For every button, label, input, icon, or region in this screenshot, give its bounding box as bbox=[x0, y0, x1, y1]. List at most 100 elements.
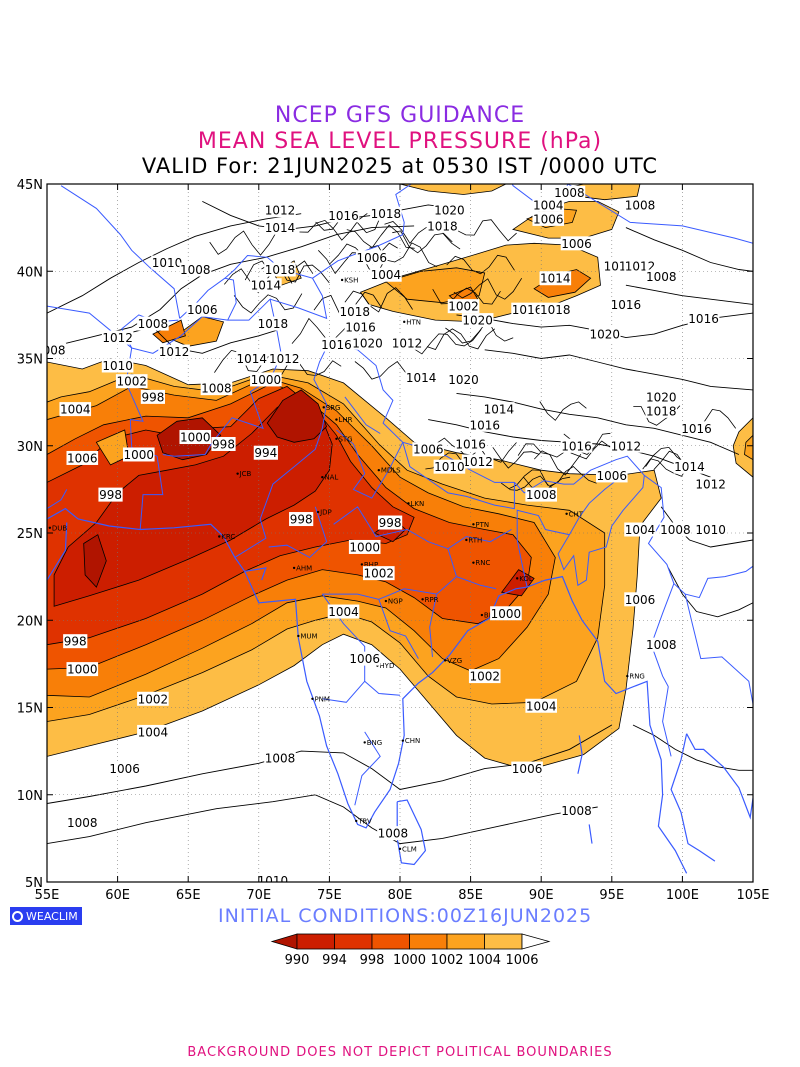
contour-label: 1006 bbox=[533, 212, 564, 226]
contour-label: 1008 bbox=[526, 488, 557, 502]
city-label: STG bbox=[338, 435, 352, 443]
contour-label: 1012 bbox=[159, 345, 190, 359]
isobar-line bbox=[346, 224, 415, 249]
chart-subtitle: MEAN SEA LEVEL PRESSURE (hPa) bbox=[197, 129, 603, 154]
contour-label: 1010 bbox=[152, 256, 183, 270]
boundary-line bbox=[684, 593, 753, 705]
city-dot bbox=[401, 739, 405, 742]
isobar-line bbox=[625, 284, 753, 305]
contour-label: 1012 bbox=[611, 439, 642, 453]
isobar-line bbox=[517, 443, 565, 458]
contour-label-box bbox=[264, 220, 296, 235]
colorbar: 990 994 998 1000 1002 1004 1006 bbox=[270, 933, 551, 968]
contour-label-box bbox=[532, 197, 565, 212]
contour-label: 1000 bbox=[251, 373, 282, 387]
contour-label-box bbox=[59, 402, 92, 417]
isobar-line bbox=[273, 359, 342, 379]
contour-label: 1008 bbox=[660, 523, 691, 537]
colorbar-low-arrow bbox=[270, 933, 298, 950]
contour-label: 1018 bbox=[265, 263, 296, 277]
contour-label-box bbox=[101, 330, 134, 345]
contour-label-box bbox=[115, 374, 148, 389]
contour-label-box bbox=[211, 437, 236, 452]
city-dot bbox=[297, 634, 300, 638]
city-dot bbox=[472, 523, 475, 526]
contour-label: 1004 bbox=[533, 198, 564, 212]
isobar-line bbox=[492, 447, 540, 469]
colorbar-swatch bbox=[409, 933, 448, 950]
contour-label: 1002 bbox=[138, 692, 169, 706]
boundary-line bbox=[662, 686, 672, 757]
city-dot bbox=[565, 512, 568, 516]
contour-label: 994 bbox=[254, 446, 277, 460]
chart-title: NCEP GFS GUIDANCE bbox=[274, 103, 526, 128]
isobar-line bbox=[209, 229, 278, 256]
contour-label: 1010 bbox=[102, 359, 133, 373]
city-dot bbox=[322, 406, 325, 409]
lon-tick-label: 85E bbox=[458, 888, 483, 903]
coastline bbox=[396, 799, 427, 866]
boundary-line bbox=[354, 731, 381, 806]
contour-label: 1016 bbox=[681, 422, 712, 436]
contour-label-box bbox=[454, 437, 487, 452]
contour-label-box bbox=[344, 320, 377, 335]
city-label: LHR bbox=[338, 416, 352, 424]
isobar-line bbox=[570, 440, 618, 460]
boundary-line bbox=[322, 680, 366, 703]
lat-tick-label: 35N bbox=[17, 353, 43, 368]
isobar-line bbox=[344, 287, 413, 313]
boundary-line bbox=[234, 343, 645, 588]
contour-label: 1012 bbox=[392, 336, 423, 350]
contour-label-box bbox=[235, 351, 268, 366]
city-label: RNC bbox=[475, 559, 490, 567]
contour-label: 998 bbox=[141, 390, 164, 404]
contour-label-box bbox=[624, 592, 656, 607]
contour-label-box bbox=[264, 203, 296, 218]
pressure-area-1004 bbox=[744, 434, 753, 461]
isobar-line bbox=[446, 254, 515, 275]
lat-tick-label: 5N bbox=[25, 876, 43, 891]
city-dot bbox=[398, 847, 402, 851]
contour-label-box bbox=[377, 826, 409, 841]
boundary-line bbox=[378, 599, 419, 659]
isobar-line bbox=[233, 293, 303, 314]
contour-label: 1006 bbox=[512, 762, 543, 776]
contour-label-box bbox=[179, 262, 212, 277]
contour-label-box bbox=[694, 477, 727, 492]
city-markers: SRG LHR STG JCB NAL MDLS DUB KRC JDP LKN PTN RTH RNC… bbox=[48, 276, 645, 853]
contour-label: 1004 bbox=[625, 523, 656, 537]
city-dot bbox=[407, 502, 410, 505]
contour-label: 1002 bbox=[116, 375, 147, 389]
contour-label: 1012 bbox=[462, 455, 493, 469]
contour-label-box bbox=[511, 302, 543, 317]
boundary-line bbox=[344, 396, 381, 434]
city-label: KSH bbox=[344, 276, 358, 284]
contour-label: 1002 bbox=[364, 567, 395, 581]
city-label: PNM bbox=[314, 695, 330, 703]
contour-label: 1018 bbox=[427, 219, 458, 233]
colorbar-label: 994 bbox=[322, 953, 347, 968]
contour-label: 1016 bbox=[512, 303, 543, 317]
isobar-line bbox=[299, 213, 368, 241]
contour-label: 1008 bbox=[625, 198, 656, 212]
contour-label: 1018 bbox=[258, 317, 289, 331]
lon-tick-label: 55E bbox=[35, 888, 60, 903]
city-dot bbox=[335, 418, 338, 421]
contour-label-box bbox=[624, 522, 656, 537]
city-label: NGP bbox=[388, 598, 403, 606]
contour-label: 1006 bbox=[67, 451, 98, 465]
boundary-line bbox=[402, 442, 515, 510]
contour-label-box bbox=[588, 327, 621, 342]
isobar-line bbox=[47, 794, 598, 845]
boundary-line bbox=[511, 184, 753, 244]
contour-label: 1008 bbox=[646, 638, 677, 652]
contour-label-box bbox=[680, 421, 713, 436]
contour-label-box bbox=[257, 316, 289, 331]
boundary-line bbox=[352, 442, 404, 499]
contour-label-box bbox=[250, 372, 282, 387]
isobar-line bbox=[642, 458, 690, 477]
contour-label-box bbox=[137, 316, 169, 331]
coastline bbox=[670, 733, 716, 862]
contour-label-box bbox=[511, 761, 543, 776]
contour-label: 1004 bbox=[328, 605, 359, 619]
